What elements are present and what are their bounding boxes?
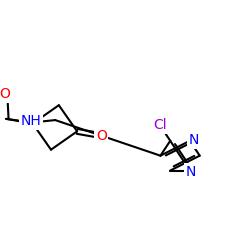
Text: O: O bbox=[96, 129, 107, 143]
Text: NH: NH bbox=[21, 114, 42, 128]
Text: Cl: Cl bbox=[153, 118, 167, 132]
Text: O: O bbox=[0, 87, 10, 101]
Text: N: N bbox=[188, 133, 199, 147]
Text: N: N bbox=[186, 165, 196, 179]
